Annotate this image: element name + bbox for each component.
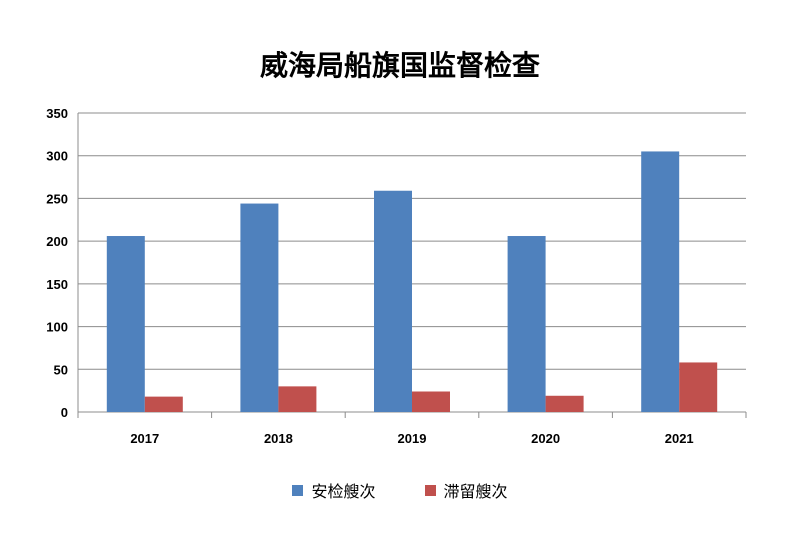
y-tick-label: 200 xyxy=(46,234,68,249)
x-tick-label: 2018 xyxy=(264,431,293,446)
x-tick-label: 2017 xyxy=(130,431,159,446)
legend-swatch-series-2 xyxy=(424,484,436,496)
y-tick-label: 0 xyxy=(61,405,68,420)
bar-series-1-2021 xyxy=(641,151,680,412)
legend-label-series-1: 安检艘次 xyxy=(311,482,376,501)
bar-series-1-2019 xyxy=(374,190,412,412)
x-tick-label: 2021 xyxy=(665,431,694,446)
y-tick-label: 350 xyxy=(46,106,68,121)
bar-series-1-2020 xyxy=(507,236,546,412)
y-tick-label: 250 xyxy=(46,191,68,206)
bar-series-1-2017 xyxy=(106,236,145,412)
chart-title: 威海局船旗国监督检查 xyxy=(259,49,540,82)
legend-item-series-1: 安检艘次 xyxy=(292,478,375,502)
bar-series-2-2021 xyxy=(679,362,718,412)
legend: 安检艘次 滞留艘次 xyxy=(0,478,800,502)
y-tick-label: 100 xyxy=(46,320,68,335)
bar-series-1-2018 xyxy=(240,203,279,412)
x-tick-label: 2019 xyxy=(398,431,427,446)
bar-series-2-2020 xyxy=(545,395,584,412)
legend-swatch-series-1 xyxy=(292,484,304,496)
bar-series-2-2019 xyxy=(412,391,450,412)
legend-label-series-2: 滞留艘次 xyxy=(443,482,508,501)
y-tick-label: 150 xyxy=(46,277,68,292)
bar-series-2-2017 xyxy=(144,396,183,412)
legend-item-series-2: 滞留艘次 xyxy=(424,478,508,502)
y-tick-label: 50 xyxy=(54,362,68,377)
bar-series-2-2018 xyxy=(278,386,317,412)
x-tick-label: 2020 xyxy=(531,431,560,446)
y-tick-label: 300 xyxy=(46,149,68,164)
